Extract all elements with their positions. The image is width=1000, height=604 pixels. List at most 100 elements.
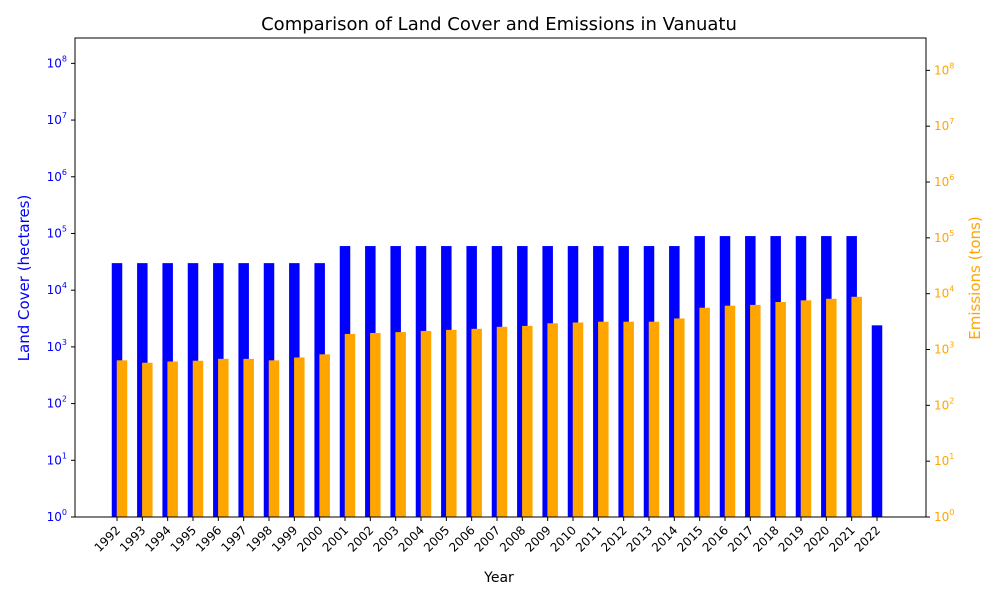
emissions-bar-2017 — [750, 304, 761, 517]
x-tick-label-2018: 2018 — [750, 523, 781, 554]
right-y-tick-exponent: 4 — [949, 285, 954, 294]
emissions-bar-1998 — [268, 360, 280, 517]
x-tick-label-1994: 1994 — [142, 523, 173, 554]
emissions-bar-2018 — [775, 301, 786, 517]
emissions-bar-2002 — [370, 332, 381, 517]
left-y-tick-exponent: 4 — [62, 281, 67, 290]
emissions-bar-2009 — [547, 323, 558, 517]
right-y-tick-exponent: 5 — [949, 229, 954, 238]
emissions-bar-1997 — [243, 358, 254, 517]
x-tick-label-1998: 1998 — [244, 523, 275, 554]
x-tick-label-2021: 2021 — [826, 523, 857, 554]
right-y-tick-exponent: 8 — [949, 61, 954, 70]
emissions-bar-2001 — [344, 333, 356, 517]
emissions-bar-2008 — [522, 325, 533, 517]
left-y-tick-label-0: 100 — [47, 508, 67, 524]
right-y-tick-exponent: 1 — [949, 452, 954, 461]
emissions-bar-1995 — [192, 360, 204, 517]
x-tick-label-1993: 1993 — [117, 523, 148, 554]
emissions-bar-2010 — [572, 322, 584, 517]
emissions-bar-2005 — [446, 329, 457, 517]
x-tick-label-2016: 2016 — [700, 523, 731, 554]
x-tick-label-2009: 2009 — [522, 523, 553, 554]
left-y-tick-exponent: 6 — [62, 168, 67, 177]
emissions-bar-1994 — [167, 361, 178, 517]
right-y-tick-label-2: 102 — [934, 396, 954, 412]
emissions-bar-1993 — [142, 362, 153, 517]
plot-frame — [74, 37, 927, 518]
emissions-bar-2020 — [826, 298, 837, 517]
x-axis-label: Year — [483, 570, 514, 586]
emissions-bar-2014 — [674, 318, 685, 517]
left-y-tick-label-5: 105 — [47, 224, 67, 240]
right-y-tick-label-7: 107 — [934, 117, 954, 133]
x-tick-label-2010: 2010 — [548, 523, 579, 554]
left-y-tick-exponent: 3 — [62, 338, 67, 347]
x-tick-label-2005: 2005 — [421, 523, 452, 554]
x-tick-label-2000: 2000 — [294, 523, 325, 554]
right-y-tick-label-0: 100 — [934, 508, 954, 524]
x-tick-label-1999: 1999 — [269, 523, 300, 554]
right-y-tick-exponent: 3 — [949, 341, 954, 350]
emissions-bar-1996 — [218, 358, 229, 517]
left-y-tick-exponent: 2 — [62, 395, 67, 404]
bars-layer — [111, 236, 883, 518]
emissions-bar-2013 — [648, 321, 660, 517]
left-y-tick-label-3: 103 — [47, 338, 67, 354]
emissions-bar-2012 — [623, 321, 634, 517]
x-tick-label-2019: 2019 — [776, 523, 807, 554]
right-y-tick-exponent: 6 — [949, 173, 954, 182]
emissions-bar-1999 — [294, 357, 305, 517]
x-tick-label-2007: 2007 — [472, 523, 503, 554]
x-tick-label-2006: 2006 — [446, 523, 477, 554]
emissions-bar-2003 — [395, 332, 406, 517]
right-y-tick-label-6: 106 — [934, 173, 954, 189]
land-cover-bar-2022 — [871, 325, 883, 517]
left-y-tick-exponent: 8 — [62, 54, 67, 63]
x-tick-label-2014: 2014 — [649, 523, 680, 554]
x-tick-label-2008: 2008 — [497, 523, 528, 554]
left-y-tick-label-1: 101 — [47, 451, 67, 467]
left-y-tick-label-6: 106 — [47, 168, 67, 184]
left-y-tick-exponent: 5 — [62, 224, 67, 233]
left-y-tick-label-7: 107 — [47, 111, 67, 127]
x-tick-label-2013: 2013 — [624, 523, 655, 554]
x-tick-label-2022: 2022 — [852, 523, 883, 554]
emissions-bar-2016 — [724, 305, 736, 517]
x-tick-label-2011: 2011 — [573, 523, 604, 554]
right-y-tick-exponent: 0 — [949, 508, 954, 517]
x-tick-label-2012: 2012 — [598, 523, 629, 554]
x-tick-label-2003: 2003 — [370, 523, 401, 554]
left-y-tick-label-8: 108 — [47, 54, 67, 70]
x-tick-label-2020: 2020 — [801, 523, 832, 554]
right-y-tick-label-3: 103 — [934, 341, 954, 357]
emissions-bar-2006 — [471, 328, 482, 517]
right-y-tick-label-5: 105 — [934, 229, 954, 245]
emissions-bar-2021 — [851, 296, 862, 517]
right-y-axis-label: Emissions (tons) — [966, 216, 984, 339]
chart-title: Comparison of Land Cover and Emissions i… — [261, 14, 737, 35]
left-y-tick-label-2: 102 — [47, 395, 67, 411]
x-tick-label-2004: 2004 — [396, 523, 427, 554]
left-y-tick-label-4: 104 — [47, 281, 67, 297]
x-tick-label-1995: 1995 — [168, 523, 199, 554]
emissions-bar-1992 — [116, 360, 128, 517]
left-y-tick-exponent: 1 — [62, 451, 67, 460]
right-y-tick-label-4: 104 — [934, 285, 954, 301]
emissions-bar-2004 — [420, 330, 432, 517]
left-y-axis-label: Land Cover (hectares) — [15, 195, 33, 362]
x-tick-label-1996: 1996 — [193, 523, 224, 554]
emissions-bar-2000 — [319, 354, 330, 517]
right-y-tick-exponent: 2 — [949, 396, 954, 405]
x-tick-label-1997: 1997 — [218, 523, 249, 554]
emissions-bar-2019 — [800, 300, 812, 517]
left-y-tick-exponent: 0 — [62, 508, 67, 517]
right-y-tick-label-8: 108 — [934, 61, 954, 77]
x-tick-label-2002: 2002 — [345, 523, 376, 554]
x-tick-label-2015: 2015 — [674, 523, 705, 554]
emissions-bar-2015 — [699, 307, 710, 517]
x-tick-label-1992: 1992 — [92, 523, 123, 554]
emissions-bar-2011 — [598, 321, 609, 517]
